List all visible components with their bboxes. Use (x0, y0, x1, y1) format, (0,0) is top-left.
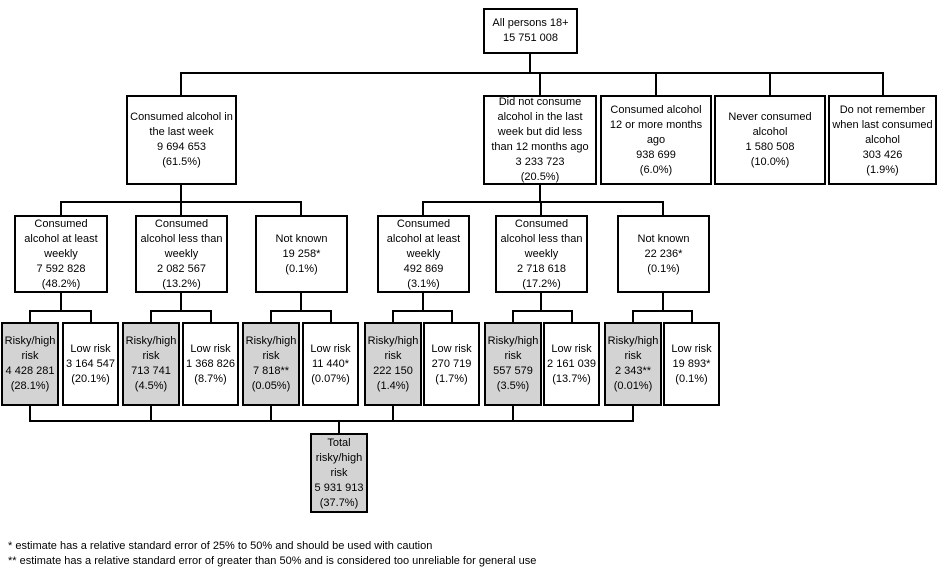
connector-line (392, 310, 453, 312)
connector-line (150, 406, 152, 420)
node-risky-high-risk-6: Risky/high risk 2 343** (0.01%) (604, 322, 662, 406)
node-all-persons-18plus: All persons 18+ 15 751 008 (483, 8, 578, 54)
node-low-risk-5: Low risk 2 161 039 (13.7%) (543, 322, 600, 406)
connector-line (662, 201, 664, 215)
connector-line (540, 201, 542, 215)
connector-line (512, 310, 573, 312)
node-never-consumed-alcohol: Never consumed alcohol 1 580 508 (10.0%) (714, 95, 826, 185)
node-risky-high-risk-4: Risky/high risk 222 150 (1.4%) (364, 322, 422, 406)
node-low-risk-6: Low risk 19 893* (0.1%) (663, 322, 720, 406)
connector-line (422, 201, 664, 203)
connector-line (270, 406, 272, 420)
node-risky-high-risk-1: Risky/high risk 4 428 281 (28.1%) (1, 322, 59, 406)
connector-line (270, 310, 272, 322)
node-notlastweek-not-known: Not known 22 236* (0.1%) (617, 215, 710, 293)
footnote-single-asterisk: * estimate has a relative standard error… (8, 540, 433, 552)
connector-line (632, 406, 634, 420)
connector-line (632, 310, 693, 312)
node-low-risk-4: Low risk 270 719 (1.7%) (423, 322, 480, 406)
connector-line (512, 406, 514, 420)
connector-line (150, 310, 212, 312)
connector-line (60, 201, 62, 215)
connector-line (691, 310, 693, 322)
node-did-not-consume-last-week-but-12-months: Did not consume alcohol in the last week… (483, 95, 597, 185)
connector-line (422, 201, 424, 215)
connector-line (270, 310, 332, 312)
connector-line (180, 201, 182, 215)
node-low-risk-1: Low risk 3 164 547 (20.1%) (62, 322, 119, 406)
connector-line (29, 310, 92, 312)
connector-line (210, 310, 212, 322)
connector-line (90, 310, 92, 322)
connector-line (180, 185, 182, 201)
connector-line (632, 310, 634, 322)
connector-line (540, 293, 542, 310)
node-low-risk-2: Low risk 1 368 826 (8.7%) (182, 322, 239, 406)
node-lastweek-not-known: Not known 19 258* (0.1%) (255, 215, 348, 293)
connector-line (181, 72, 884, 74)
node-risky-high-risk-3: Risky/high risk 7 818** (0.05%) (242, 322, 300, 406)
connector-line (392, 310, 394, 322)
connector-line (150, 310, 152, 322)
node-consumed-alcohol-last-week: Consumed alcohol in the last week 9 694 … (126, 95, 237, 185)
node-total-risky-high-risk: Total risky/high risk 5 931 913 (37.7%) (310, 433, 368, 513)
node-do-not-remember-when-last-consumed: Do not remember when last consumed alcoh… (828, 95, 937, 185)
connector-line (60, 293, 62, 310)
footnote-double-asterisk: ** estimate has a relative standard erro… (8, 555, 537, 567)
connector-line (769, 72, 771, 95)
connector-line (662, 293, 664, 310)
connector-line (29, 420, 634, 422)
node-lastweek-at-least-weekly: Consumed alcohol at least weekly 7 592 8… (14, 215, 108, 293)
connector-line (571, 310, 573, 322)
node-notlastweek-less-than-weekly: Consumed alcohol less than weekly 2 718 … (495, 215, 588, 293)
node-risky-high-risk-2: Risky/high risk 713 741 (4.5%) (122, 322, 180, 406)
connector-line (180, 293, 182, 310)
connector-line (882, 72, 884, 95)
connector-line (29, 310, 31, 322)
connector-line (539, 185, 541, 201)
node-risky-high-risk-5: Risky/high risk 557 579 (3.5%) (484, 322, 542, 406)
connector-line (330, 310, 332, 322)
node-low-risk-3: Low risk 11 440* (0.07%) (302, 322, 359, 406)
connector-line (451, 310, 453, 322)
connector-line (300, 201, 302, 215)
connector-line (422, 293, 424, 310)
connector-line (392, 406, 394, 420)
connector-line (338, 420, 340, 433)
connector-line (29, 406, 31, 420)
node-lastweek-less-than-weekly: Consumed alcohol less than weekly 2 082 … (135, 215, 228, 293)
connector-line (529, 53, 531, 72)
connector-line (655, 72, 657, 95)
connector-line (512, 310, 514, 322)
node-consumed-12-or-more-months-ago: Consumed alcohol 12 or more months ago 9… (600, 95, 712, 185)
connector-line (539, 72, 541, 95)
connector-line (180, 72, 182, 95)
node-notlastweek-at-least-weekly: Consumed alcohol at least weekly 492 869… (377, 215, 470, 293)
connector-line (300, 293, 302, 310)
